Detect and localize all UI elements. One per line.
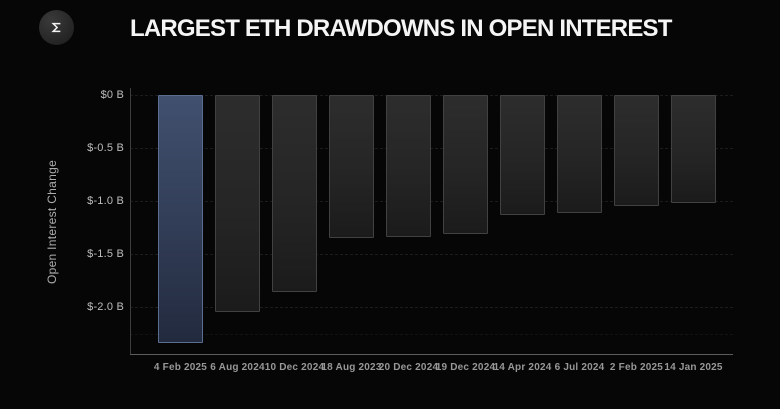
y-tick-label: $-1.5 B xyxy=(87,248,124,260)
y-tick-label: $0 B xyxy=(100,89,124,101)
bar xyxy=(557,95,602,213)
y-tick-label: $-0.5 B xyxy=(87,142,124,154)
bar xyxy=(215,95,260,312)
sigma-icon xyxy=(47,18,66,37)
bar xyxy=(671,95,716,203)
x-tick-label: 14 Jan 2025 xyxy=(664,362,723,373)
x-axis-line xyxy=(130,354,733,355)
bar xyxy=(443,95,488,234)
x-tick-label: 18 Aug 2023 xyxy=(321,362,382,373)
x-tick-label: 14 Apr 2024 xyxy=(493,362,552,373)
x-tick-label: 6 Jul 2024 xyxy=(554,362,605,373)
bar xyxy=(272,95,317,292)
brand-logo xyxy=(39,10,74,45)
bar xyxy=(500,95,545,215)
x-tick-label: 4 Feb 2025 xyxy=(153,362,208,373)
y-tick-label: $-2.0 B xyxy=(87,301,124,313)
bar xyxy=(329,95,374,238)
x-tick-label: 20 Dec 2024 xyxy=(378,362,439,373)
gridline xyxy=(130,201,733,202)
gridline-minor xyxy=(130,333,733,335)
x-tick-label: 19 Dec 2024 xyxy=(435,362,496,373)
x-tick-label: 6 Aug 2024 xyxy=(210,362,265,373)
bar xyxy=(158,95,203,343)
gridline xyxy=(130,148,733,149)
gridline xyxy=(130,95,733,96)
gridline xyxy=(130,254,733,255)
x-tick-label: 2 Feb 2025 xyxy=(609,362,664,373)
y-axis-title: Open Interest Change xyxy=(45,159,59,285)
x-tick-label: 10 Dec 2024 xyxy=(264,362,325,373)
chart-title: LARGEST ETH DRAWDOWNS IN OPEN INTEREST xyxy=(130,15,672,42)
y-axis-line xyxy=(130,88,131,354)
y-tick-label: $-1.0 B xyxy=(87,195,124,207)
gridline xyxy=(130,307,733,308)
bar xyxy=(614,95,659,206)
bar xyxy=(386,95,431,237)
